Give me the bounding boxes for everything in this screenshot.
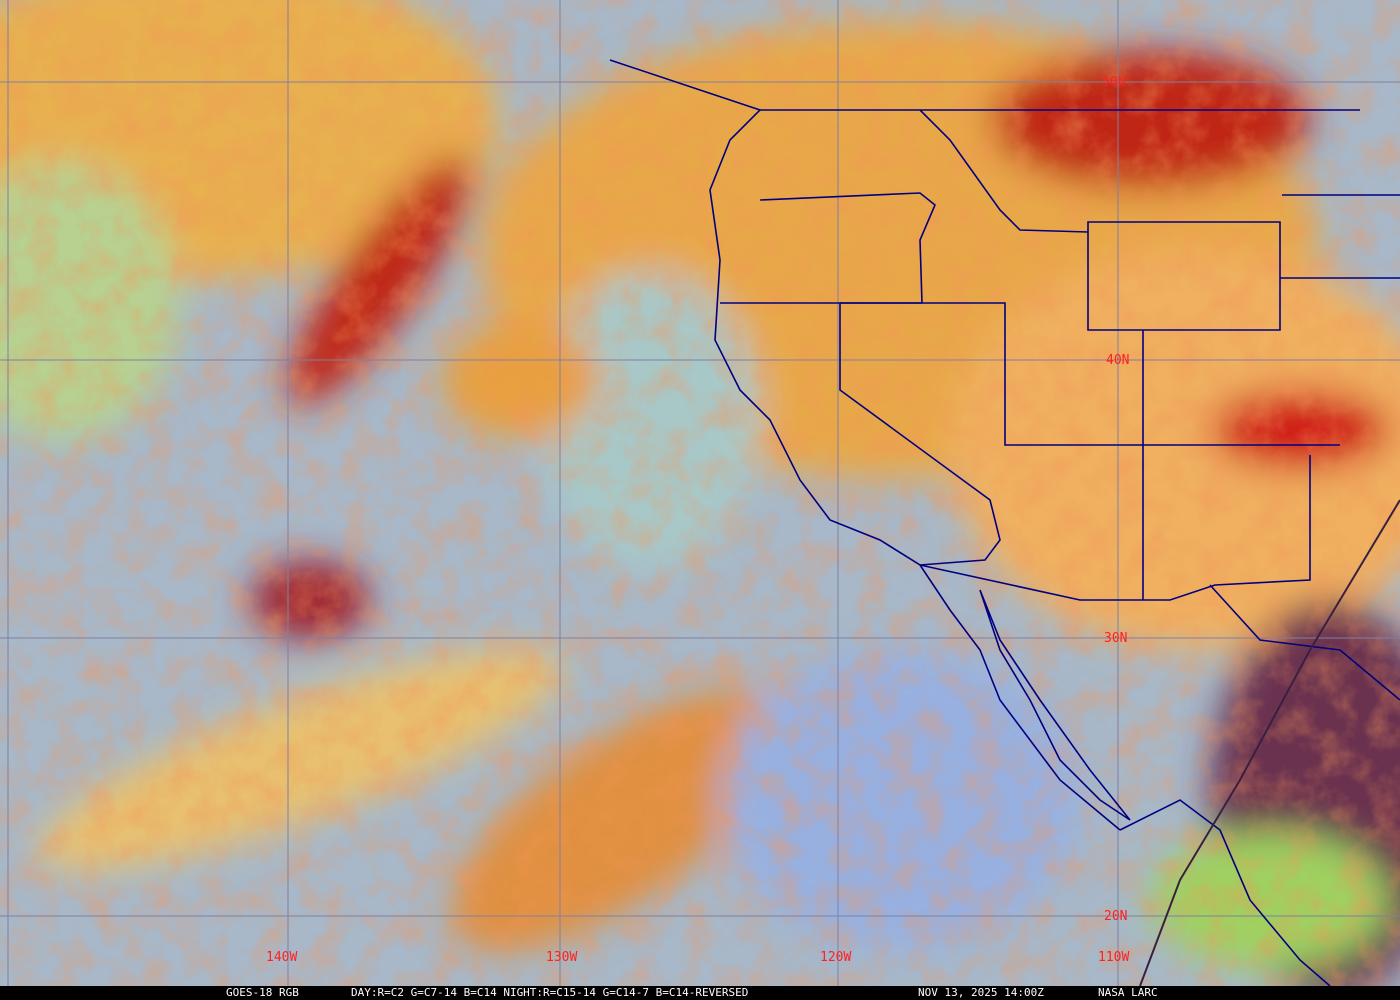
lat-label-20n: 20N	[1104, 909, 1127, 924]
lon-label-130w: 130W	[546, 950, 577, 965]
lon-label-120w: 120W	[820, 950, 851, 965]
coastlines-and-borders	[609, 59, 1400, 986]
terminator-line	[1139, 499, 1400, 986]
satellite-name: GOES-18 RGB	[226, 986, 299, 999]
lon-label-140w: 140W	[266, 950, 297, 965]
lat-label-50n: 50N	[1102, 75, 1125, 90]
credit: NASA LARC	[1098, 986, 1158, 999]
lat-label-30n: 30N	[1104, 631, 1127, 646]
timestamp: NOV 13, 2025 14:00Z	[918, 986, 1044, 999]
lon-label-110w: 110W	[1098, 950, 1129, 965]
lat-label-40n: 40N	[1106, 353, 1129, 368]
caption-bar: GOES-18 RGB DAY:R=C2 G=C7-14 B=C14 NIGHT…	[0, 986, 1400, 1000]
rgb-recipe: DAY:R=C2 G=C7-14 B=C14 NIGHT:R=C15-14 G=…	[351, 986, 749, 999]
